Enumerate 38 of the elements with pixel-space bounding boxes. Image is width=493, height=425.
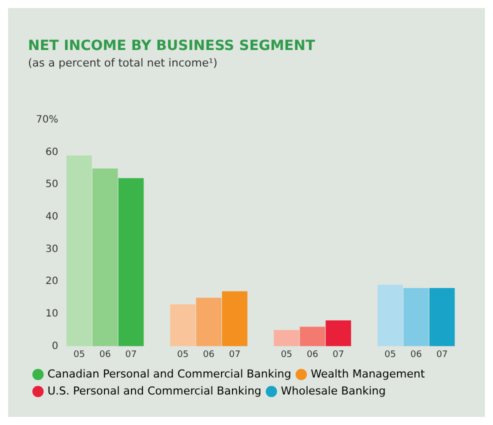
y-tick-label: 60: [45, 146, 58, 158]
bar: [378, 284, 403, 346]
x-tick-label: 06: [306, 350, 318, 360]
y-tick-label: 70%: [36, 114, 58, 126]
x-tick-label: 06: [410, 350, 422, 360]
x-tick-label: 06: [99, 350, 112, 360]
bar: [222, 291, 248, 346]
bar: [66, 156, 92, 346]
bar: [300, 326, 326, 346]
chart-title: NET INCOME BY BUSINESS SEGMENT: [28, 38, 316, 54]
y-tick-label: 10: [45, 308, 58, 320]
x-tick-label: 06: [203, 350, 215, 360]
bar: [274, 330, 300, 346]
x-tick-label: 05: [73, 350, 85, 360]
x-tick-label: 05: [280, 350, 292, 360]
legend-label: U.S. Personal and Commercial Banking: [48, 384, 262, 398]
y-tick-label: 20: [45, 276, 58, 288]
legend-label: Wealth Management: [310, 367, 426, 380]
x-tick-label: 05: [384, 350, 396, 360]
legend-label: Canadian Personal and Commercial Banking: [48, 367, 292, 380]
legend-label: Wholesale Banking: [280, 384, 386, 398]
y-tick-label: 40: [45, 212, 58, 223]
bar: [196, 298, 222, 346]
y-tick-label: 30: [45, 244, 58, 255]
x-tick-label: 07: [125, 350, 137, 360]
x-tick-label: 07: [332, 350, 344, 360]
bar: [92, 168, 118, 346]
bar: [118, 178, 144, 346]
y-tick-label: 50: [45, 179, 58, 190]
bar: [429, 288, 455, 346]
chart-subtitle: (as a percent of total net income¹): [28, 56, 218, 70]
bar: [170, 304, 196, 346]
x-tick-label: 05: [177, 350, 189, 360]
x-tick-label: 07: [228, 350, 240, 360]
y-tick-label: 0: [52, 340, 58, 352]
bar: [326, 320, 352, 346]
x-tick-label: 07: [436, 350, 448, 360]
bar: [403, 288, 429, 346]
